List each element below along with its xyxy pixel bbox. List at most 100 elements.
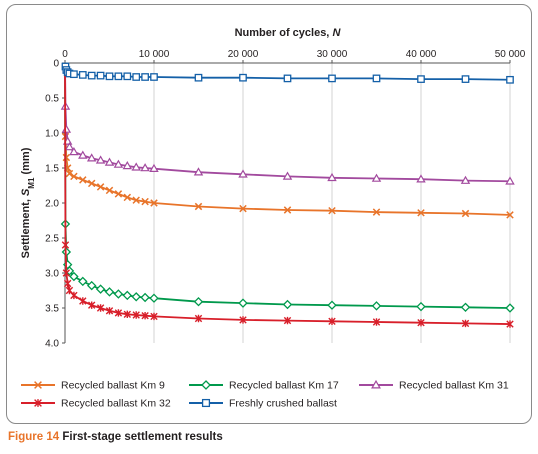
series-line [64,62,511,325]
data-point [141,73,149,81]
figure-label: Figure 14 [8,431,60,443]
legend-label: Recycled ballast Km 31 [399,380,509,392]
legend-entry: Recycled ballast Km 31 [359,380,509,392]
legend-label: Freshly crushed ballast [229,398,337,410]
data-point [61,241,70,249]
data-point [238,169,248,178]
y-tick-label: 3.5 [45,304,59,315]
data-point [78,150,88,159]
data-point [417,75,425,83]
data-point [372,74,381,83]
y-tick-label: 4.0 [45,339,59,350]
data-point [87,71,96,80]
data-point [461,319,470,328]
legend-marker [201,398,211,408]
series-5 [61,62,514,84]
data-point [506,320,514,328]
data-point [193,167,204,176]
data-point [96,71,105,80]
data-point [194,314,203,323]
series-2 [60,62,515,313]
data-point [461,209,470,218]
y-axis-title-text: Settlement, [20,196,32,258]
data-point [62,153,71,162]
data-point [132,311,140,319]
legend-label: Recycled ballast Km 32 [61,398,171,410]
y-axis-title-unit: (mm) [20,147,32,177]
y-tick-label: 0.5 [45,94,59,105]
legend-label: Recycled ballast Km 17 [229,380,339,392]
x-axis-title: Number of cycles, N [235,27,342,39]
tick-labels: 0 10 000 20 000 30 000 40 000 50 000 0 0.5 1.0 1.… [45,49,526,350]
chart-axes [62,60,511,344]
figure-caption: Figure 14 First-stage settlement results [8,431,223,443]
data-point [132,196,140,204]
data-point [150,312,158,321]
data-point [88,301,96,309]
y-tick-label: 1.0 [45,129,59,140]
data-point [69,147,79,156]
data-point [105,72,114,81]
data-point [114,190,123,198]
data-point [239,204,247,213]
data-point [328,206,336,215]
data-point [417,209,425,217]
data-point [328,74,336,83]
data-point [87,179,96,188]
data-point [283,316,292,325]
data-point [79,297,87,305]
x-tick-label: 0 [62,49,68,60]
caption-text: First-stage settlement results [62,431,223,443]
data-point [104,287,115,297]
data-point [64,142,75,151]
data-point [193,296,204,307]
data-point [65,169,74,178]
data-point [63,279,72,288]
data-point [505,303,515,313]
series-1 [61,62,514,219]
data-point [149,163,159,172]
data-point [78,276,88,287]
settlement-chart: 0 10 000 20 000 30 000 40 000 50 000 0 0.5 1.0 1.… [20,27,526,410]
figure-frame: 0 10 000 20 000 30 000 40 000 50 000 0 0.5 1.0 1.… [6,4,532,424]
data-point [131,162,141,171]
legend-marker [201,380,211,390]
data-point [122,290,133,301]
data-point [460,302,471,313]
legend-label: Recycled ballast Km 9 [61,380,165,392]
data-point [417,319,425,327]
data-point [141,197,149,206]
data-point [327,172,337,182]
x-axis-title-text: Number of cycles, [235,27,333,39]
data-point [506,211,514,219]
y-axis-title-subscript: M1 [27,177,36,189]
legend-marker [34,399,42,407]
data-point [141,312,149,320]
data-point [123,310,131,318]
legend-entry: Recycled ballast Km 32 [21,398,171,410]
data-point [327,300,337,310]
y-axis-title: Settlement, SM1 (mm) [20,147,36,258]
x-tick-label: 50 000 [495,49,526,60]
data-point [69,271,79,282]
data-point [372,208,381,216]
legend-entry: Recycled ballast Km 9 [21,380,165,392]
data-point [131,292,141,302]
data-point [61,124,72,133]
data-point [371,173,382,182]
data-point [96,183,105,191]
data-point [149,293,159,303]
data-point [122,161,133,170]
series-4 [61,62,514,328]
x-tick-label: 40 000 [406,49,437,60]
data-point [140,163,150,172]
data-point [150,73,158,81]
data-point [238,298,248,308]
data-point [132,73,141,81]
data-series [60,62,515,328]
data-point [328,317,336,325]
data-point [114,309,123,317]
data-point [78,71,87,79]
data-point [460,175,471,184]
data-point [150,199,158,207]
